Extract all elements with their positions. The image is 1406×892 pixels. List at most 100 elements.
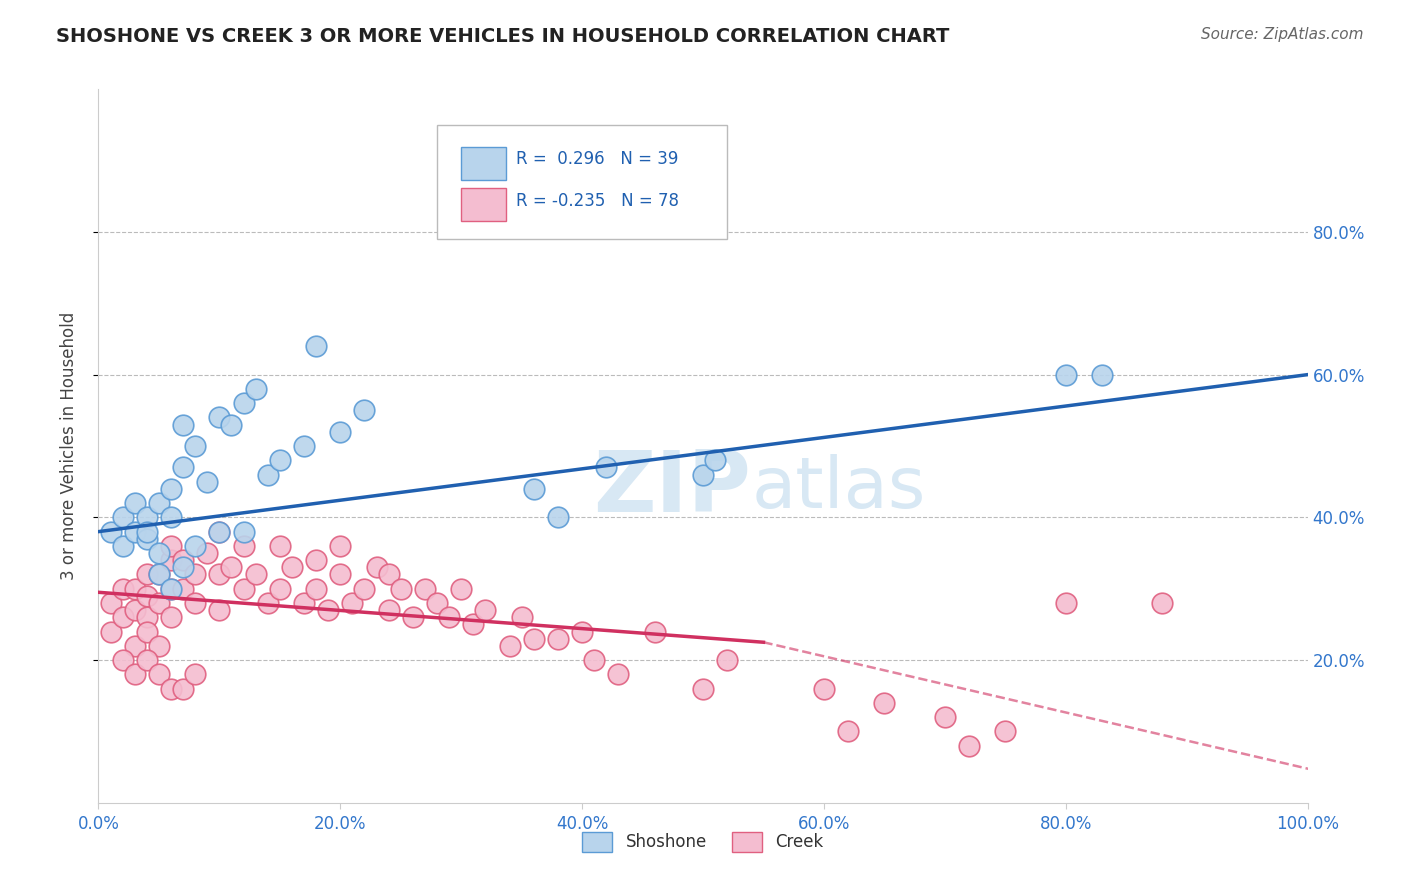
Point [305,582,328,596]
Point [474,603,496,617]
Point [135,510,157,524]
Point [208,603,231,617]
Point [305,553,328,567]
Point [316,603,339,617]
Point [100,624,122,639]
Point [329,425,352,439]
Point [329,567,352,582]
Point [523,482,546,496]
Point [208,410,231,425]
Legend: Shoshone, Creek: Shoshone, Creek [575,825,831,859]
Point [160,582,183,596]
Point [269,582,291,596]
Point [547,632,569,646]
Point [195,546,218,560]
Text: SHOSHONE VS CREEK 3 OR MORE VEHICLES IN HOUSEHOLD CORRELATION CHART: SHOSHONE VS CREEK 3 OR MORE VEHICLES IN … [56,27,949,45]
Point [232,524,254,539]
Point [135,567,157,582]
Point [195,475,218,489]
FancyBboxPatch shape [437,125,727,239]
Point [547,510,569,524]
Point [135,524,157,539]
Point [1054,368,1077,382]
Point [269,539,291,553]
Point [1054,596,1077,610]
Text: R = -0.235   N = 78: R = -0.235 N = 78 [516,192,679,210]
Point [583,653,606,667]
Point [100,596,122,610]
Point [837,724,859,739]
Point [111,539,134,553]
Point [221,560,243,574]
Point [184,667,207,681]
Point [269,453,291,467]
Point [124,524,146,539]
Point [160,482,183,496]
Point [934,710,956,724]
Point [208,524,231,539]
Point [389,582,412,596]
Point [498,639,520,653]
Point [692,681,714,696]
Point [292,439,315,453]
Point [366,560,388,574]
Point [692,467,714,482]
Text: ZIP: ZIP [593,447,751,531]
Point [813,681,835,696]
Point [1091,368,1114,382]
FancyBboxPatch shape [461,187,506,220]
Point [208,524,231,539]
Point [111,610,134,624]
Point [221,417,243,432]
Point [124,582,146,596]
Point [510,610,533,624]
Point [208,567,231,582]
Point [437,610,460,624]
Point [957,739,980,753]
Point [172,560,194,574]
Point [256,467,278,482]
Point [124,639,146,653]
Point [329,539,352,553]
Point [135,653,157,667]
FancyBboxPatch shape [461,147,506,180]
Point [523,632,546,646]
Point [111,510,134,524]
Point [463,617,485,632]
Point [148,639,170,653]
Point [232,582,254,596]
Point [232,539,254,553]
Point [245,567,267,582]
Point [644,624,666,639]
Point [184,439,207,453]
Point [148,567,170,582]
Point [135,589,157,603]
Point [402,610,425,624]
Point [160,553,183,567]
Point [413,582,436,596]
Point [245,382,267,396]
Point [450,582,472,596]
Point [994,724,1017,739]
Point [111,653,134,667]
Point [184,567,207,582]
Point [148,496,170,510]
Point [160,681,183,696]
Point [232,396,254,410]
Point [571,624,593,639]
Text: Source: ZipAtlas.com: Source: ZipAtlas.com [1201,27,1364,42]
Point [160,582,183,596]
Point [160,610,183,624]
Point [148,596,170,610]
Point [353,403,375,417]
Point [135,610,157,624]
Point [100,524,122,539]
Point [135,624,157,639]
Point [426,596,449,610]
Point [111,582,134,596]
Point [607,667,630,681]
Point [377,567,399,582]
Point [160,539,183,553]
Point [353,582,375,596]
Point [148,546,170,560]
